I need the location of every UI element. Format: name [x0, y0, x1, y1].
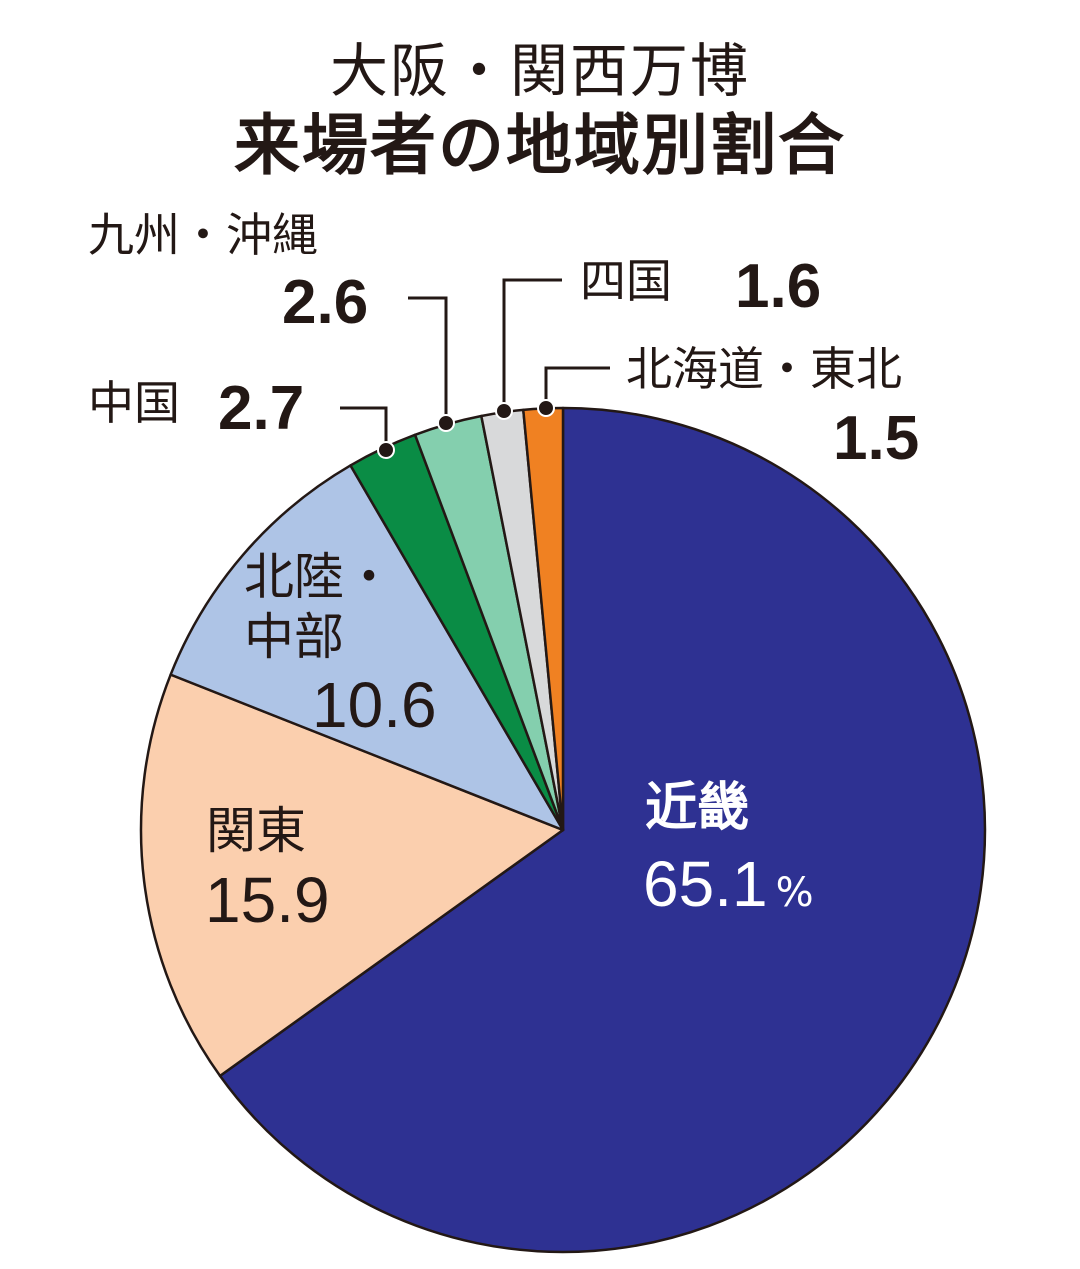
- leader-line-hokkaido: [544, 366, 610, 408]
- dot-hokkaido: [537, 399, 555, 417]
- pie-slice: [169, 464, 565, 832]
- leader-line-kyushu: [408, 296, 448, 423]
- label-chugoku-value: 2.7: [218, 374, 305, 443]
- leader-line-shikoku: [502, 278, 562, 411]
- label-hokuriku-name1: 北陸・: [244, 548, 394, 606]
- label-hokkaido-name: 北海道・東北: [626, 342, 902, 396]
- chart-title-line2: 来場者の地域別割合: [234, 107, 846, 184]
- dot-kyushu: [437, 414, 455, 432]
- label-hokuriku-name2: 中部: [244, 608, 344, 666]
- dot-shikoku: [495, 402, 513, 420]
- leader-line-chugoku: [340, 406, 388, 450]
- pie-slice: [218, 406, 987, 1254]
- label-hokkaido-value: 1.5: [833, 404, 920, 473]
- leader-dots: [377, 399, 555, 459]
- pie-slices: [139, 406, 987, 1254]
- pie-slice: [139, 673, 565, 1078]
- chart-title-line1: 大阪・関西万博: [329, 37, 750, 105]
- dot-chugoku: [377, 441, 395, 459]
- label-kinki-value: 65.1%: [643, 852, 814, 916]
- leader-lines: [340, 278, 610, 450]
- label-kyushu-value: 2.6: [282, 268, 369, 337]
- label-shikoku-value: 1.6: [735, 252, 822, 321]
- percent-unit: %: [775, 870, 814, 916]
- label-chugoku-name: 中国: [88, 376, 180, 430]
- label-kyushu-name: 九州・沖縄: [88, 208, 318, 262]
- kinki-value: 65.1: [643, 848, 768, 920]
- label-hokuriku-value: 10.6: [312, 669, 437, 741]
- label-shikoku-name: 四国: [580, 254, 672, 308]
- label-kanto-value: 15.9: [205, 864, 330, 936]
- label-kanto-name: 関東: [206, 802, 306, 860]
- label-kinki-name: 近畿: [645, 778, 750, 838]
